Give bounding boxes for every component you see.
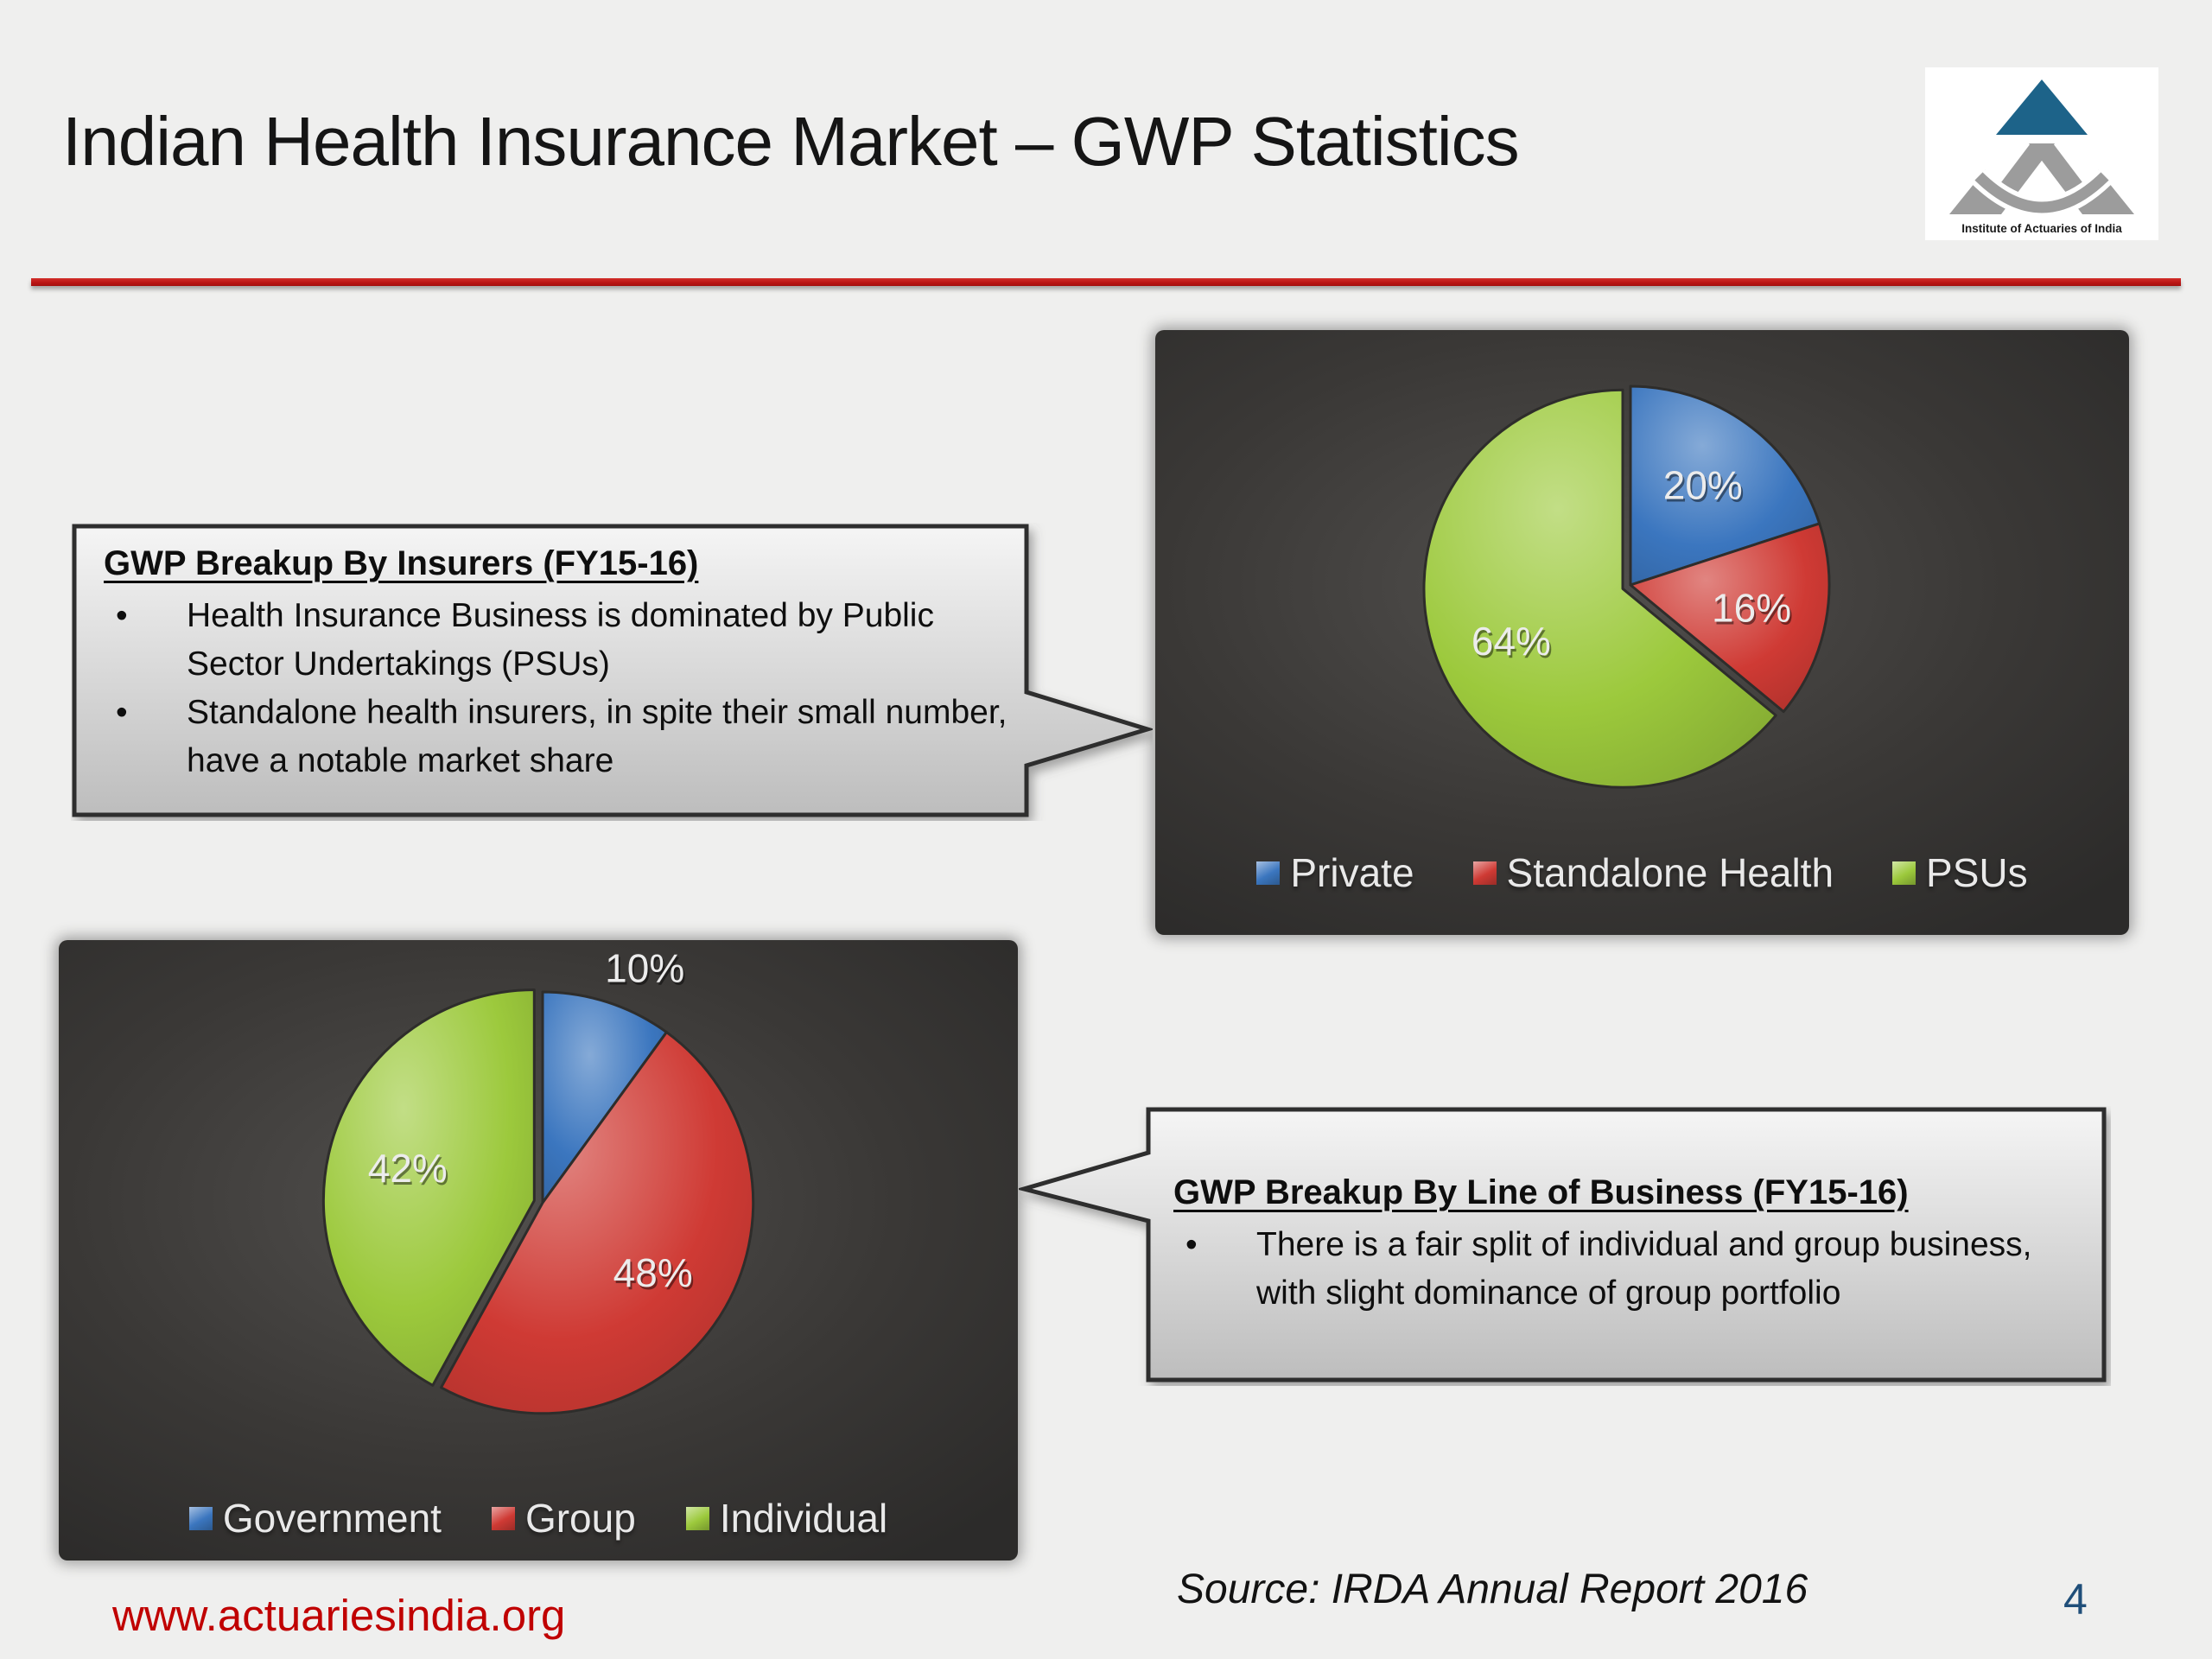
pie-value-label: 42% [368, 1146, 448, 1191]
line-of-business-callout-bubble [1019, 1107, 2107, 1382]
page-number: 4 [2063, 1575, 2088, 1624]
bullet-item: • Health Insurance Business is dominated … [104, 592, 1015, 689]
legend-item-government: Government [188, 1495, 442, 1541]
legend-item-group: Group [491, 1495, 636, 1541]
bullet-item: • There is a fair split of individual and… [1173, 1221, 2091, 1318]
legend-swatch-icon [1256, 861, 1281, 885]
insurers-pie-chart: 20%20%16%16%64%64% [1422, 385, 1831, 789]
insurers-callout-shape [72, 524, 1153, 817]
bullet-text: Standalone health insurers, in spite the… [187, 694, 1007, 780]
line-of-business-callout-title: GWP Breakup By Line of Business (FY15-16… [1173, 1173, 1909, 1211]
website-url-text: www.actuariesindia.org [112, 1591, 566, 1640]
line-of-business-pie-chart: 10%10%48%48%42%42% [321, 946, 755, 1415]
legend-swatch-icon [491, 1506, 515, 1530]
legend-swatch-icon [1892, 861, 1916, 885]
logo-caption: Institute of Actuaries of India [1961, 222, 2122, 235]
bullet-text: Health Insurance Business is dominated b… [187, 597, 934, 683]
line-of-business-callout-bullets: • There is a fair split of individual and… [1173, 1221, 2091, 1318]
insurers-chart-panel: 20% 20% 16% 16% 64% 64% Private Standalone Hea… [1155, 330, 2129, 935]
pie-slice-standalone-health [1629, 522, 1831, 714]
pie-label-shadow: 16% [1713, 588, 1793, 633]
pie-slice-psus [1422, 388, 1777, 789]
pie-value-label: 10% [605, 946, 684, 991]
pie-slice-group [440, 1031, 755, 1415]
pie-label-shadow: 64% [1473, 621, 1553, 666]
legend-swatch-icon [1472, 861, 1497, 885]
insurers-chart-legend: Private Standalone Health PSUs [1155, 849, 2129, 897]
line-of-business-chart-legend: Government Group Individual [59, 1494, 1018, 1542]
logo-blue-triangle-icon [1996, 79, 2088, 135]
pie-value-label: 16% [1712, 586, 1791, 631]
insurers-callout-title: GWP Breakup By Insurers (FY15-16) [104, 544, 699, 582]
line-of-business-callout-shape [1019, 1107, 2107, 1382]
pie-value-label: 20% [1663, 463, 1743, 508]
legend-item-individual: Individual [685, 1495, 888, 1541]
legend-item-private: Private [1256, 849, 1414, 896]
pie-label-shadow: 48% [615, 1253, 695, 1298]
legend-label: Group [524, 1496, 636, 1541]
legend-label: Private [1290, 850, 1414, 895]
legend-item-standalone-health: Standalone Health [1472, 849, 1834, 896]
pie-value-label: 48% [613, 1250, 693, 1295]
pie-label-shadow: 10% [607, 949, 686, 994]
insurers-callout-bubble [72, 524, 1153, 817]
bullet-dot: • [116, 694, 128, 732]
bullet-dot: • [116, 597, 128, 634]
page-title: Indian Health Insurance Market – GWP Sta… [62, 103, 1520, 180]
bullet-dot: • [1185, 1226, 1198, 1263]
logo-arc [1974, 172, 2109, 213]
legend-swatch-icon [685, 1506, 709, 1530]
line-of-business-chart-panel: 10% 10% 48% 48% 42% 42% Government Group Indivi… [59, 940, 1018, 1560]
pie-label-shadow: 42% [370, 1148, 449, 1193]
pie-label-shadow: 20% [1665, 466, 1745, 511]
pie-value-label: 64% [1471, 619, 1551, 664]
institute-of-actuaries-logo: Institute of Actuaries of India [1925, 67, 2158, 240]
title-divider-rule [31, 278, 2181, 286]
legend-label: PSUs [1926, 850, 2028, 895]
insurers-callout-bullets: • Health Insurance Business is dominated … [104, 592, 1015, 786]
source-citation: Source: IRDA Annual Report 2016 [1177, 1567, 1808, 1612]
line-of-business-callout-text: GWP Breakup By Line of Business (FY15-16… [1173, 1173, 2091, 1318]
bullet-text: There is a fair split of individual and … [1256, 1226, 2032, 1313]
pie-slice-private [1629, 385, 1821, 587]
pie-slice-government [541, 990, 668, 1205]
legend-label: Individual [719, 1496, 888, 1541]
bullet-item: • Standalone health insurers, in spite th… [104, 689, 1015, 785]
insurers-callout-text: GWP Breakup By Insurers (FY15-16) • Healt… [104, 544, 1015, 786]
legend-label: Standalone Health [1506, 850, 1834, 895]
pie-slice-individual [321, 988, 536, 1387]
legend-item-psus: PSUs [1892, 849, 2028, 896]
legend-swatch-icon [188, 1506, 213, 1530]
legend-label: Government [222, 1496, 442, 1541]
